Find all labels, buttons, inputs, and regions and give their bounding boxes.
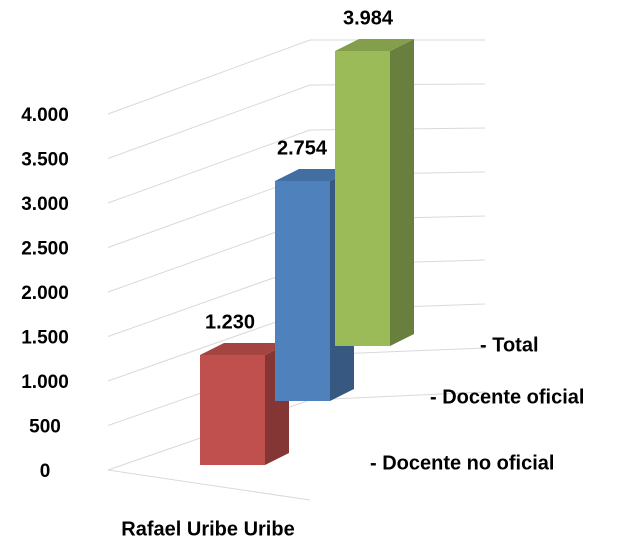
grid-line <box>107 39 485 115</box>
legend-label: - Total <box>480 334 539 356</box>
bar-top <box>200 343 289 355</box>
legend-label: - Docente oficial <box>430 386 584 408</box>
grid-line <box>107 127 486 204</box>
y-tick-label: 500 <box>29 417 61 438</box>
legend-label: - Docente no oficial <box>370 452 554 474</box>
y-tick-label: 1.500 <box>21 328 69 349</box>
category-label: Rafael Uribe Uribe <box>121 518 294 540</box>
value-label: 2.754 <box>277 137 328 159</box>
y-tick-label: 1.000 <box>21 372 69 393</box>
bar <box>335 51 390 346</box>
y-tick-label: 0 <box>40 461 51 482</box>
bar-top <box>275 169 354 181</box>
bar-side <box>390 39 414 346</box>
bar-top <box>335 39 414 51</box>
y-tick-label: 4.000 <box>21 105 69 126</box>
y-tick-label: 2.500 <box>21 239 69 260</box>
grid-line <box>107 83 486 159</box>
bar <box>275 181 330 401</box>
floor-edge <box>107 469 311 501</box>
bar <box>200 355 265 465</box>
value-label: 1.230 <box>205 311 255 333</box>
y-tick-label: 2.000 <box>21 283 69 304</box>
value-label: 3.984 <box>343 7 394 29</box>
y-tick-label: 3.000 <box>21 194 69 215</box>
y-tick-label: 3.500 <box>21 150 69 171</box>
